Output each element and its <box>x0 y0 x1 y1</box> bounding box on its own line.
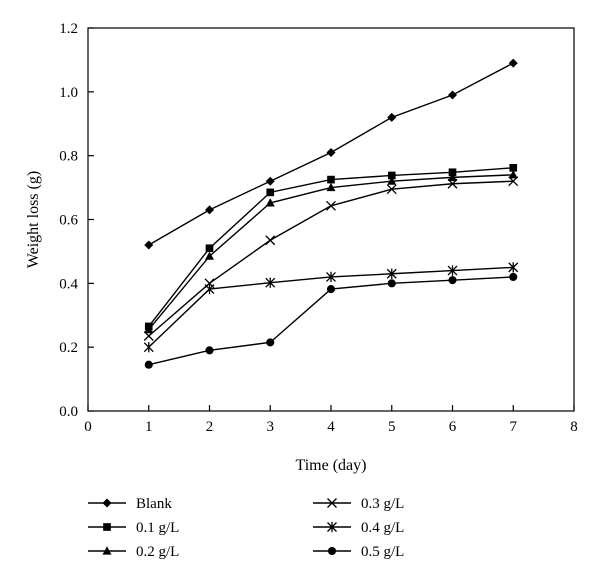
data-point-s3-0 <box>143 331 154 341</box>
data-point-s0-3 <box>326 147 336 157</box>
y-tick-label: 0.0 <box>59 404 78 420</box>
legend-label: 0.3 g/L <box>361 496 404 512</box>
legend-item-1: 0.1 g/L <box>88 520 179 536</box>
x-tick-label: 6 <box>449 419 457 435</box>
y-tick-label: 0.8 <box>59 149 78 165</box>
y-tick-label: 1.2 <box>59 21 78 37</box>
data-point-s1-4 <box>387 171 396 180</box>
data-point-s4-2 <box>265 277 276 288</box>
legend-item-3: 0.3 g/L <box>313 496 404 512</box>
data-point-s2-5 <box>448 172 457 181</box>
legend: Blank 0.1 g/L 0.2 g/L 0.3 g/L 0.4 g/L 0.5 g/L <box>88 496 404 560</box>
data-point-s4-6 <box>508 262 519 273</box>
data-point-s3-6 <box>508 176 519 187</box>
x-tick-label: 3 <box>267 419 275 435</box>
legend-marker <box>327 546 337 556</box>
legend-marker <box>103 523 111 531</box>
marker-stroke <box>327 498 337 508</box>
x-tick-label: 4 <box>327 419 335 435</box>
marker-stroke <box>386 184 397 195</box>
data-point-s5-2 <box>266 338 275 347</box>
marker-stroke <box>265 235 276 246</box>
legend-marker <box>327 498 337 508</box>
data-point-s5-0 <box>144 360 153 369</box>
legend-label: Blank <box>136 496 172 512</box>
x-tick-label: 1 <box>145 419 153 435</box>
legend-marker <box>327 521 337 533</box>
data-point-s5-1 <box>205 346 214 355</box>
series-line-3 <box>148 180 514 337</box>
legend-marker <box>102 498 112 508</box>
data-point-s0-0 <box>144 240 154 250</box>
legend-item-4: 0.4 g/L <box>313 520 404 536</box>
legend-label: 0.2 g/L <box>136 544 179 560</box>
data-point-s3-5 <box>447 178 458 189</box>
series-markers <box>143 58 519 369</box>
x-tick-label: 7 <box>510 419 518 435</box>
legend-marker <box>102 546 112 555</box>
data-point-s3-4 <box>386 184 397 195</box>
marker-stroke <box>447 178 458 189</box>
data-point-s0-5 <box>448 90 457 100</box>
series-lines <box>148 62 514 366</box>
y-tick-label: 0.4 <box>59 276 78 292</box>
data-point-s5-6 <box>509 272 518 282</box>
data-point-s3-2 <box>265 235 276 246</box>
legend-item-0: Blank <box>88 496 172 512</box>
data-point-s2-0 <box>144 324 154 334</box>
data-point-s2-6 <box>508 170 518 179</box>
marker-stroke <box>326 200 336 211</box>
data-point-s4-4 <box>386 268 397 279</box>
data-point-s1-2 <box>266 188 275 197</box>
data-point-s2-4 <box>387 176 397 185</box>
x-tick-label: 2 <box>206 419 214 435</box>
data-point-s1-5 <box>448 168 457 177</box>
data-point-s4-1 <box>204 283 215 295</box>
y-tick-label: 1.0 <box>59 85 78 101</box>
data-point-s0-6 <box>508 58 518 68</box>
data-point-s5-5 <box>448 276 457 285</box>
data-point-s5-4 <box>387 279 396 288</box>
data-point-s0-4 <box>387 112 397 122</box>
legend-item-5: 0.5 g/L <box>313 544 404 560</box>
data-point-s1-6 <box>509 163 518 172</box>
legend-label: 0.4 g/L <box>361 520 404 536</box>
data-point-s3-3 <box>326 200 336 211</box>
data-point-s4-0 <box>143 341 154 353</box>
data-point-s1-1 <box>205 244 214 253</box>
data-point-s0-2 <box>265 176 275 186</box>
x-tick-label: 8 <box>570 419 578 435</box>
data-point-s1-3 <box>327 175 335 184</box>
data-point-s4-3 <box>326 271 336 283</box>
x-tick-label: 5 <box>388 419 396 435</box>
y-tick-label: 0.6 <box>59 213 78 229</box>
legend-label: 0.1 g/L <box>136 520 179 536</box>
x-axis-title: Time (day) <box>296 457 367 474</box>
axes: 0 1 2 3 4 5 6 7 8 0.0 0.2 0.4 0.6 0.8 1.0 1.2 Time (day)… <box>25 21 578 474</box>
series-line-2 <box>148 174 514 331</box>
y-tick-label: 0.2 <box>59 340 78 356</box>
data-point-s0-1 <box>205 205 214 215</box>
y-axis-title: Weight loss (g) <box>25 171 42 268</box>
series-line-1 <box>148 167 514 327</box>
legend-label: 0.5 g/L <box>361 544 404 560</box>
data-point-s4-5 <box>447 265 458 276</box>
marker-stroke <box>508 176 519 187</box>
data-point-s5-3 <box>326 285 336 294</box>
data-point-s2-2 <box>265 198 275 207</box>
plot-frame <box>87 27 575 412</box>
x-tick-label: 0 <box>84 419 92 435</box>
data-point-s2-1 <box>205 251 214 260</box>
legend-item-2: 0.2 g/L <box>88 544 179 560</box>
data-point-s2-3 <box>326 182 336 192</box>
marker-stroke <box>143 331 154 341</box>
